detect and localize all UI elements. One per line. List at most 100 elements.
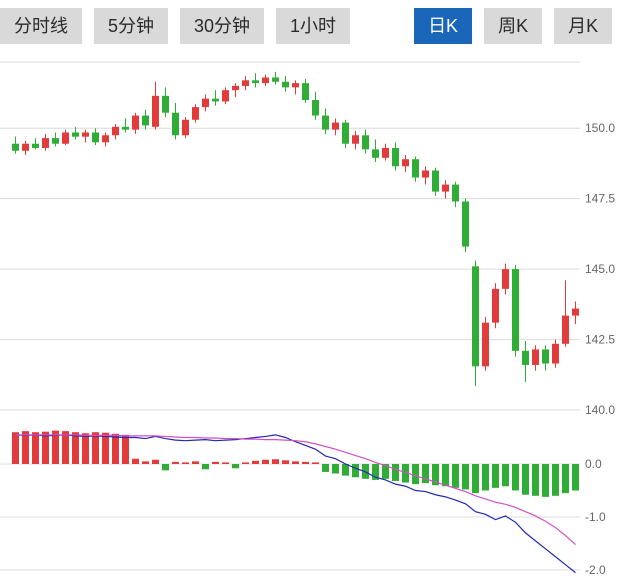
macd-histogram-bar [102, 432, 109, 464]
macd-histogram-bar [172, 461, 179, 464]
candle [22, 143, 29, 151]
macd-histogram-bar [142, 461, 149, 464]
candle [12, 143, 19, 151]
macd-axis-label: 0.0 [585, 457, 602, 471]
candle [512, 269, 519, 351]
macd-histogram-bar [152, 459, 159, 464]
candle [542, 349, 549, 364]
candle [442, 184, 449, 192]
candle [192, 107, 199, 120]
macd-histogram-bar [512, 464, 519, 491]
tab-weekly-k[interactable]: 周K [484, 8, 543, 44]
macd-histogram-bar [432, 464, 439, 486]
candle [132, 115, 139, 130]
candle [572, 308, 579, 316]
candle [552, 343, 559, 364]
candle [142, 115, 149, 126]
macd-histogram-bar [182, 462, 189, 464]
macd-histogram-bar [482, 464, 489, 491]
macd-histogram-bar [52, 430, 59, 464]
macd-histogram-bar [312, 462, 319, 464]
tab-daily-k[interactable]: 日K [414, 8, 473, 44]
macd-histogram-bar [72, 432, 79, 464]
macd-histogram-bar [42, 431, 49, 464]
macd-histogram-bar [232, 464, 239, 469]
tab-30min[interactable]: 30分钟 [180, 8, 265, 44]
candle [412, 159, 419, 178]
candle [322, 115, 329, 130]
macd-histogram-bar [382, 464, 389, 479]
candle [52, 138, 59, 144]
tab-monthly-k[interactable]: 月K [554, 8, 613, 44]
candle [182, 119, 189, 136]
candle [422, 170, 429, 178]
candle [222, 90, 229, 102]
macd-histogram-bar [192, 461, 199, 464]
macd-histogram-bar [222, 462, 229, 464]
candle [92, 132, 99, 143]
macd-histogram-bar [282, 460, 289, 464]
candle [62, 132, 69, 144]
macd-histogram-bar [32, 432, 39, 464]
macd-histogram-bar [302, 461, 309, 464]
tab-1hour[interactable]: 1小时 [276, 8, 351, 44]
candle [382, 147, 389, 158]
macd-histogram-bar [532, 464, 539, 496]
candle [272, 77, 279, 82]
macd-histogram-bar [422, 464, 429, 484]
candle [532, 349, 539, 365]
macd-histogram-bar [12, 432, 19, 464]
macd-histogram-bar [472, 464, 479, 494]
candle [162, 95, 169, 113]
candle [462, 201, 469, 247]
macd-histogram-bar [452, 464, 459, 488]
candle [402, 159, 409, 167]
candle [372, 149, 379, 158]
candle [332, 122, 339, 130]
candle [282, 81, 289, 88]
candle [492, 288, 499, 323]
candle [502, 269, 509, 289]
macd-histogram-bar [492, 464, 499, 488]
candle [342, 122, 349, 144]
macd-histogram-bar [202, 464, 209, 470]
candlestick-price-chart: 150.0 147.5 145.0 142.5 140.0 [0, 61, 615, 417]
candle [72, 132, 79, 137]
macd-histogram-bar [252, 460, 259, 464]
candle [262, 77, 269, 84]
candle [212, 98, 219, 102]
macd-histogram-bar [62, 431, 69, 464]
macd-histogram-bar [92, 432, 99, 464]
macd-histogram-bar [272, 459, 279, 464]
macd-axis-label: -1.0 [585, 510, 606, 524]
macd-histogram-bar [162, 464, 169, 471]
macd-histogram-bar [562, 464, 569, 494]
candle [522, 350, 529, 365]
dif-line [15, 434, 576, 574]
candle [202, 98, 209, 108]
candle [472, 266, 479, 367]
macd-histogram-bar [112, 433, 119, 464]
candle [112, 126, 119, 136]
tab-timeline[interactable]: 分时线 [0, 8, 82, 44]
candle [392, 147, 399, 167]
macd-histogram-bar [122, 434, 129, 464]
macd-histogram-bar [542, 464, 549, 497]
chart-panel: 150.0 147.5 145.0 142.5 140.0 0.0 -1.0 -2.0 [0, 50, 630, 580]
dea-line [15, 434, 576, 546]
macd-histogram-bar [412, 464, 419, 485]
macd-histogram-bar [242, 462, 249, 464]
macd-histogram-bar [212, 461, 219, 464]
macd-histogram-bar [572, 464, 579, 491]
macd-axis-label: -2.0 [585, 563, 606, 577]
tab-5min[interactable]: 5分钟 [94, 8, 169, 44]
macd-histogram-bar [82, 433, 89, 464]
macd-histogram-bar [402, 464, 409, 483]
macd-histogram-bar [332, 464, 339, 474]
candle [242, 80, 249, 86]
candle [562, 315, 569, 344]
macd-histogram-bar [262, 459, 269, 464]
candle [122, 126, 129, 130]
candle [82, 132, 89, 137]
candle [32, 143, 39, 148]
